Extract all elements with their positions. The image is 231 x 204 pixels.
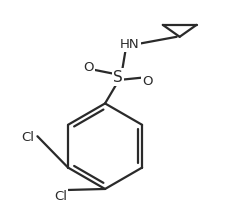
Text: S: S xyxy=(113,70,122,85)
Text: O: O xyxy=(82,61,93,74)
Text: HN: HN xyxy=(120,38,139,51)
Text: O: O xyxy=(142,75,152,88)
Text: Cl: Cl xyxy=(54,190,67,202)
Text: Cl: Cl xyxy=(21,130,34,143)
